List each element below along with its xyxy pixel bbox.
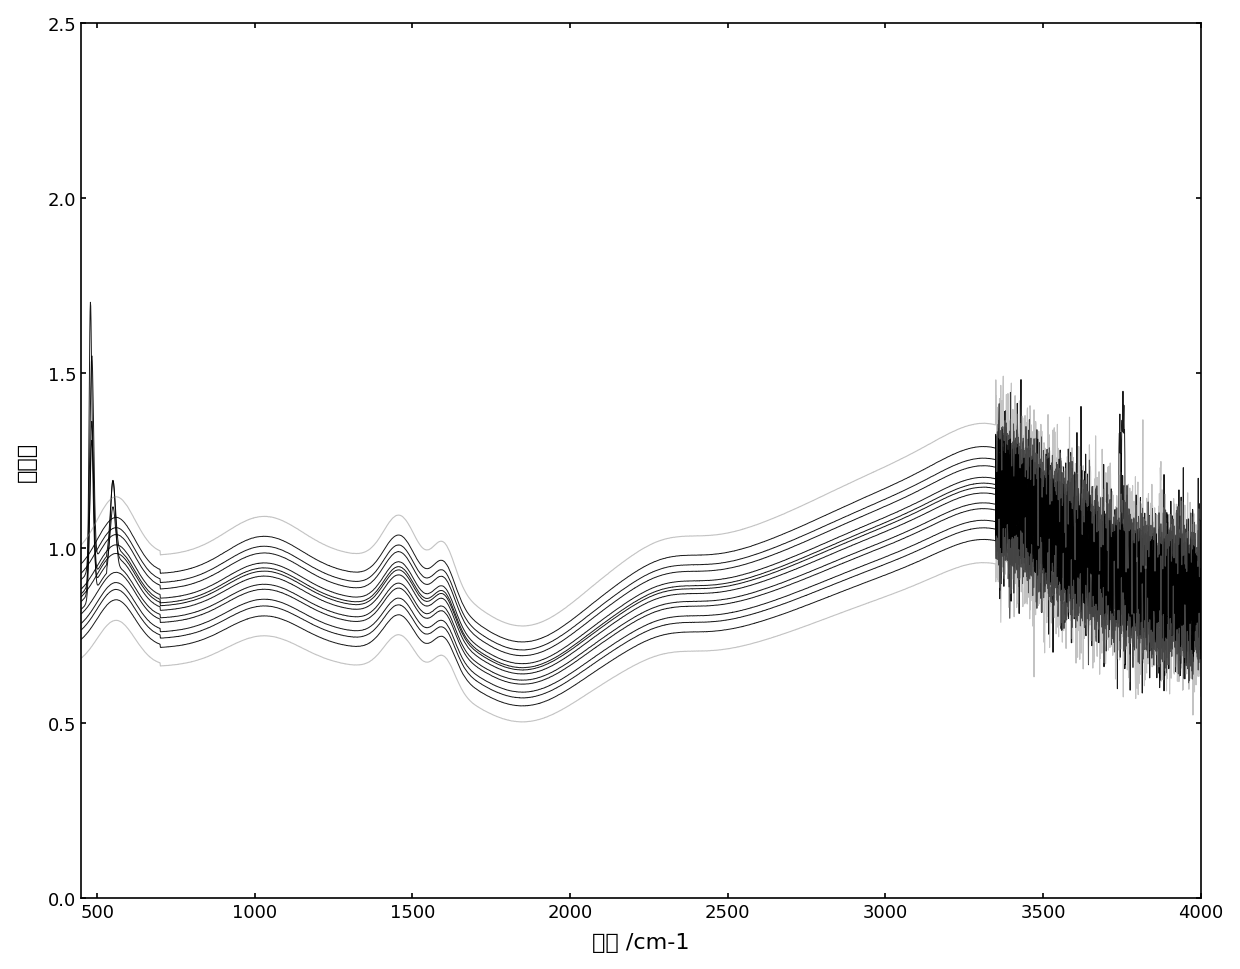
Y-axis label: 吸光度: 吸光度: [16, 441, 37, 481]
X-axis label: 波数 /cm-1: 波数 /cm-1: [593, 932, 689, 953]
